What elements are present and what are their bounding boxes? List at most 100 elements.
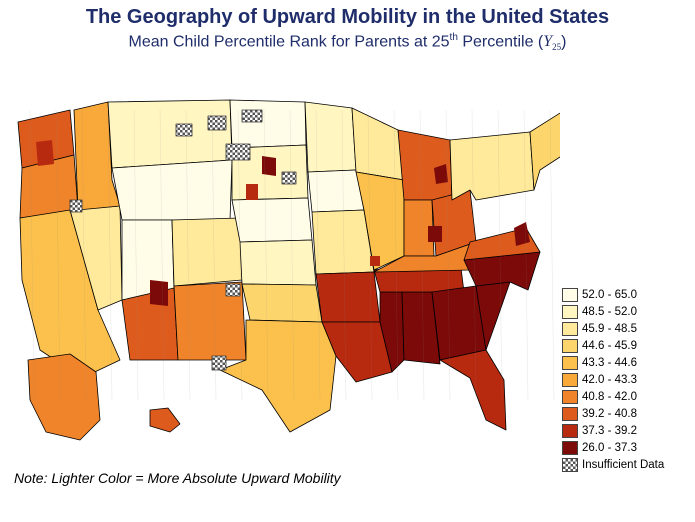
legend-swatch: [562, 423, 578, 438]
state-borders: [29, 109, 555, 401]
region-new-york-pa: [449, 131, 535, 201]
legend: 52.0 - 65.0 48.5 - 52.0 45.9 - 48.5 44.6…: [562, 287, 682, 474]
insufficient-data-patch: [175, 123, 193, 137]
legend-label: 52.0 - 65.0: [582, 288, 637, 301]
region-missouri: [311, 209, 375, 275]
subtitle-close: ): [561, 33, 567, 51]
legend-item: 42.0 - 43.3: [562, 372, 682, 387]
legend-label: Insufficient Data: [582, 458, 665, 471]
region-nebraska: [231, 197, 313, 243]
county-line: [419, 109, 425, 401]
region-montana: [107, 99, 233, 169]
legend-swatch: [562, 338, 578, 353]
county-cluster-de: [514, 222, 530, 246]
county-line: [549, 109, 555, 401]
insufficient-data-patch: [281, 171, 297, 185]
county-line: [393, 109, 399, 401]
region-idaho: [73, 101, 121, 211]
legend-label: 45.9 - 48.5: [582, 322, 637, 335]
footnote: Note: Lighter Color = More Absolute Upwa…: [14, 470, 341, 486]
county-cluster-sd2: [246, 184, 258, 200]
county-line: [445, 109, 451, 401]
county-cluster-oh: [428, 226, 442, 242]
map-regions: [17, 99, 560, 441]
county-cluster-mi: [434, 164, 448, 184]
legend-label: 39.2 - 40.8: [582, 407, 637, 420]
county-line: [523, 109, 529, 401]
legend-label: 37.3 - 39.2: [582, 424, 637, 437]
legend-swatch: [562, 372, 578, 387]
insufficient-data-patch: [225, 143, 251, 161]
region-louisiana: [321, 321, 393, 383]
us-mobility-map: [17, 99, 560, 441]
insufficient-data-patch: [225, 283, 241, 297]
county-cluster-sd: [262, 156, 276, 176]
region-kansas: [239, 239, 317, 286]
county-line: [341, 109, 347, 401]
subtitle-tail: Percentile (: [457, 33, 544, 51]
legend-swatch: [562, 304, 578, 319]
subtitle-main: Mean Child Percentile Rank for Parents a…: [128, 33, 450, 51]
region-wyoming: [111, 159, 233, 221]
insufficient-data-patch: [211, 355, 227, 371]
region-iowa: [307, 169, 365, 213]
region-oklahoma: [241, 283, 323, 323]
region-north-dakota: [229, 99, 307, 149]
region-colorado: [171, 217, 243, 287]
county-line: [211, 109, 217, 401]
county-cluster-az: [150, 280, 168, 306]
legend-swatch: [562, 287, 578, 302]
map-subtitle: Mean Child Percentile Rank for Parents a…: [0, 32, 695, 53]
legend-item-insufficient: Insufficient Data: [562, 457, 682, 472]
insufficient-data-patch: [69, 199, 83, 213]
legend-item: 52.0 - 65.0: [562, 287, 682, 302]
insufficient-data-patch: [207, 115, 227, 131]
legend-item: 43.3 - 44.6: [562, 355, 682, 370]
county-line: [471, 109, 477, 401]
region-hawaii: [149, 407, 181, 433]
subtitle-symbol: Y25: [543, 33, 562, 53]
legend-item: 48.5 - 52.0: [562, 304, 682, 319]
subtitle-sup: th: [449, 32, 458, 43]
county-line: [237, 109, 243, 401]
region-illinois: [355, 171, 405, 271]
legend-item: 45.9 - 48.5: [562, 321, 682, 336]
legend-label: 42.0 - 43.3: [582, 373, 637, 386]
county-cluster-mo: [370, 256, 380, 266]
legend-swatch: [562, 321, 578, 336]
county-line: [133, 109, 139, 401]
county-cluster-wa: [36, 140, 54, 166]
map-title: The Geography of Upward Mobility in the …: [85, 6, 610, 28]
legend-swatch: [562, 389, 578, 404]
legend-label: 40.8 - 42.0: [582, 390, 637, 403]
county-line: [55, 109, 61, 401]
county-line: [289, 109, 295, 401]
legend-label: 44.6 - 45.9: [582, 339, 637, 352]
legend-swatch-hatched: [562, 457, 578, 472]
legend-swatch: [562, 355, 578, 370]
legend-item: 39.2 - 40.8: [562, 406, 682, 421]
region-alaska: [27, 353, 101, 441]
legend-label: 26.0 - 37.3: [582, 441, 637, 454]
county-line: [159, 109, 165, 401]
region-wisconsin: [351, 107, 405, 181]
region-new-england: [529, 112, 560, 191]
county-line: [315, 109, 321, 401]
legend-item: 40.8 - 42.0: [562, 389, 682, 404]
county-line: [367, 109, 373, 401]
legend-label: 43.3 - 44.6: [582, 356, 637, 369]
legend-item: 44.6 - 45.9: [562, 338, 682, 353]
legend-item: 37.3 - 39.2: [562, 423, 682, 438]
county-line: [107, 109, 113, 401]
legend-swatch: [562, 440, 578, 455]
county-line: [81, 109, 87, 401]
legend-item: 26.0 - 37.3: [562, 440, 682, 455]
county-line: [185, 109, 191, 401]
legend-swatch: [562, 406, 578, 421]
county-line: [497, 109, 503, 401]
region-minnesota: [304, 101, 357, 173]
county-line: [29, 109, 35, 401]
insufficient-data-patch: [241, 109, 263, 123]
legend-label: 48.5 - 52.0: [582, 305, 637, 318]
county-line: [263, 109, 269, 401]
